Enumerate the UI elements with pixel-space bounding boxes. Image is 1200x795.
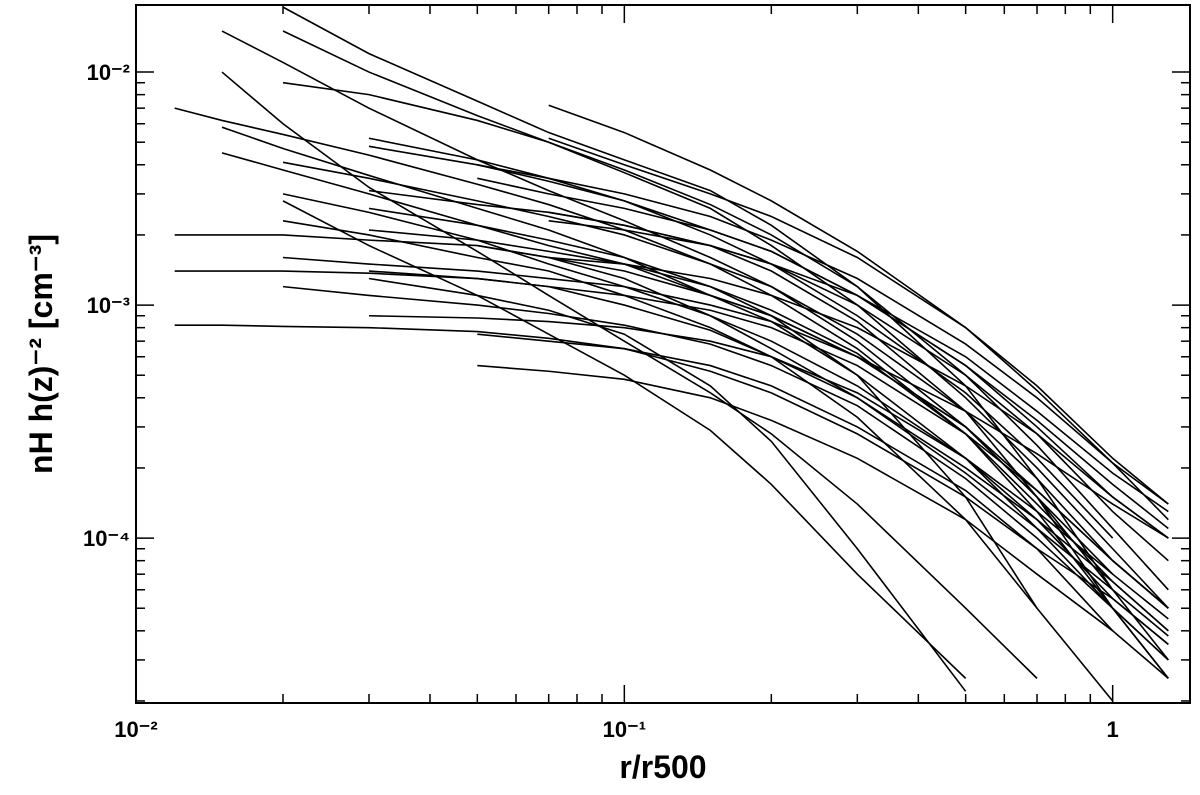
profile-line [368,314,1169,645]
y-tick-label: 10⁻⁴ [83,526,130,551]
profile-line [368,207,1038,609]
plot-lines [174,6,1169,702]
profile-line [368,229,1169,679]
profile-line [282,161,1169,609]
profile-line [477,164,1169,505]
y-tick-label: 10⁻³ [87,293,130,318]
profile-line [282,220,1114,702]
profile-line [282,81,1169,591]
y-axis-label: nH h(z)⁻² [cm⁻³] [23,234,59,474]
plot-frame [135,4,1191,704]
profile-line [221,152,1169,609]
profile-line [368,277,967,692]
profile-line [282,256,1169,539]
profile-line [282,30,1169,609]
x-tick-label: 10⁻¹ [603,717,646,742]
profile-line [548,211,1169,679]
profile-line [368,145,1169,539]
profile-line [282,6,1114,591]
profile-line [282,285,1169,661]
profile-line [174,324,1169,645]
x-axis-label: r/r500 [619,749,706,785]
profile-line [174,270,1169,632]
profile-line [368,137,1114,539]
x-tick-label: 10⁻² [114,717,157,742]
profile-line [174,234,1169,637]
profile-line [221,126,1169,661]
y-tick-label: 10⁻² [87,60,130,85]
profile-line [174,107,1169,632]
profile-line [548,256,1169,539]
profile-line [368,189,1169,562]
profile-line [548,104,1169,521]
profile-line [477,364,1169,679]
profile-line [282,200,967,679]
profile-line [477,333,1114,632]
x-tick-label: 1 [1107,717,1119,742]
profile-line [548,137,1169,505]
profile-line [282,193,1169,620]
